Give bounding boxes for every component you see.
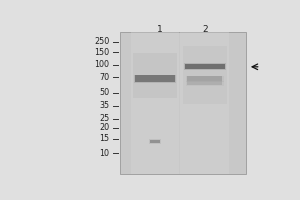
- Text: 20: 20: [100, 123, 110, 132]
- Text: 2: 2: [202, 25, 208, 34]
- Bar: [135, 75, 175, 82]
- Text: 50: 50: [100, 88, 110, 97]
- Bar: [188, 81, 222, 85]
- Text: 25: 25: [99, 114, 110, 123]
- Text: 35: 35: [100, 101, 110, 110]
- Bar: [185, 64, 225, 69]
- Bar: [120, 32, 246, 174]
- Text: 100: 100: [94, 60, 110, 69]
- Text: 150: 150: [94, 48, 110, 57]
- Bar: [183, 46, 227, 104]
- Bar: [134, 75, 176, 83]
- Bar: [186, 76, 224, 82]
- Bar: [188, 76, 222, 81]
- Bar: [186, 81, 224, 86]
- Text: 10: 10: [100, 149, 110, 158]
- Bar: [181, 32, 229, 174]
- Text: 250: 250: [94, 37, 110, 46]
- Bar: [149, 139, 161, 144]
- Bar: [133, 53, 177, 98]
- Text: 1: 1: [157, 25, 162, 34]
- Bar: [150, 140, 160, 143]
- Text: 15: 15: [100, 134, 110, 143]
- Bar: [184, 63, 226, 70]
- Bar: [130, 32, 179, 174]
- Text: 70: 70: [100, 73, 110, 82]
